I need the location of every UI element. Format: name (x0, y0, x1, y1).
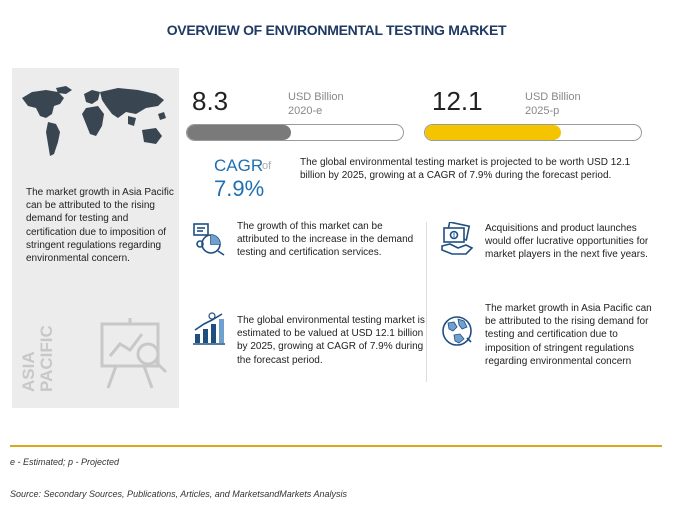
region-label-pacific: PACIFIC (37, 325, 56, 392)
stat-2020-progress-fill (187, 125, 291, 140)
stat-2020-value: 8.3 (192, 86, 229, 116)
stat-2025-value: 12.1 (432, 86, 483, 116)
stat-2025-progress-bar (424, 124, 642, 141)
world-map-icon (22, 86, 166, 156)
cagr-of: of (262, 160, 272, 172)
growth-chart-icon (193, 312, 225, 345)
card-text-valuation: The global environmental testing market … (237, 315, 425, 366)
card-text-acquisitions: Acquisitions and product launches would … (485, 223, 649, 261)
card-divider (426, 222, 427, 382)
stat-2025-year: 2025-p (525, 105, 560, 117)
footnote: e - Estimated; p - Projected (10, 457, 120, 467)
cagr-label: CAGR (214, 156, 264, 175)
asia-pacific-region-icon: ASIA PACIFIC (20, 325, 56, 392)
stat-2025-unit: USD Billion (525, 91, 581, 103)
globe-icon (442, 316, 472, 346)
footer-divider (10, 445, 662, 447)
source-note: Source: Secondary Sources, Publications,… (10, 489, 347, 499)
stat-2020-year: 2020-e (288, 105, 323, 117)
card-text-demand: The growth of this market can be attribu… (237, 221, 414, 259)
stat-2020-progress-bar (186, 124, 404, 141)
analytics-icon (193, 223, 225, 256)
presentation-board-icon (100, 318, 168, 389)
region-label-asia: ASIA (20, 351, 38, 392)
cagr-value: 7.9% (214, 176, 265, 201)
card-text-asia-pacific: The market growth in Asia Pacific can be… (485, 303, 652, 367)
left-panel-text: The market growth in Asia Pacific can be… (26, 187, 174, 265)
stat-2025-progress-fill (425, 125, 562, 140)
cagr-description: The global environmental testing market … (300, 157, 631, 182)
stat-2020-unit: USD Billion (288, 91, 344, 103)
page-title: OVERVIEW OF ENVIRONMENTAL TESTING MARKET (166, 22, 507, 38)
money-icon (441, 222, 474, 255)
